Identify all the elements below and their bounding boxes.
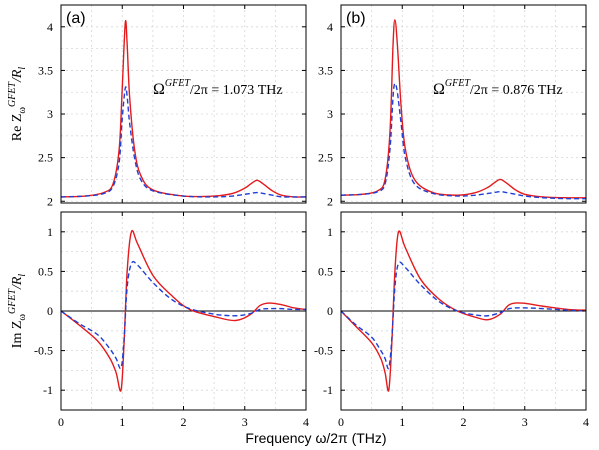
series-line-solid [60,229,307,392]
y-tick-label: 4 [327,20,333,34]
y-tick-label: -1 [43,383,53,397]
x-axis-label: Frequency ω/2π (THz) [245,430,386,446]
y-tick-label: 3 [327,107,333,121]
x-tick-label: 0 [338,415,344,429]
y-tick-label: 0.5 [318,264,333,278]
y-tick-label: -0.5 [314,344,333,358]
x-tick-label: 1 [119,415,125,429]
x-tick-label: 0 [58,415,64,429]
y-tick-label: 3.5 [38,63,53,77]
series-line-dashed [60,86,306,198]
y-tick-label: 2 [327,194,333,208]
plot-frame [340,4,587,204]
y-axis-label: Re ZωGFET/Rl [7,67,28,142]
panel-b-re: 2 2.5 3 3.5 4 (b) ΩGFET/2π = 0.876 THz [318,4,587,208]
y-tick-label: 3 [47,107,53,121]
plot-frame [60,4,307,204]
panel-label: (a) [66,10,86,27]
y-tick-label: 0.5 [38,264,53,278]
annotation-resonance: ΩGFET/2π = 1.073 THz [153,78,283,98]
panel-label: (b) [346,10,366,27]
x-tick-label: 3 [242,415,248,429]
series-line-solid [340,230,587,392]
x-tick-label: 2 [181,415,187,429]
y-tick-label: -1 [323,383,333,397]
y-tick-label: 1 [327,225,333,239]
series-line-solid [60,20,307,198]
series-line-dashed [60,260,307,370]
x-tick-label: 4 [583,415,589,429]
x-tick-label: 1 [399,415,405,429]
y-axis-label: Im ZωGFET/Rl [7,274,28,349]
annotation-resonance: ΩGFET/2π = 0.876 THz [433,78,563,98]
x-tick-label: 4 [303,415,309,429]
y-tick-label: 2.5 [38,151,53,165]
x-tick-label: 3 [522,415,528,429]
series-line-solid [340,19,587,199]
series-line-dashed [340,82,587,200]
y-tick-label: 4 [47,20,53,34]
panel-a-im: -1 -0.5 0 0.5 1 0 1 2 3 4 Im ZωGFET/Rl [7,211,309,429]
y-tick-label: 3.5 [318,63,333,77]
series-line-dashed [340,261,587,370]
y-tick-label: 2.5 [318,151,333,165]
y-tick-label: 1 [47,225,53,239]
panel-b-im: -1 -0.5 0 0.5 1 0 1 2 3 4 [314,211,589,429]
panel-a-re: 2 2.5 3 3.5 4 Re ZωGFET/Rl (a) ΩGFET/2π = 1.073… [7,4,307,208]
y-tick-label: 0 [47,304,53,318]
x-tick-label: 2 [461,415,467,429]
y-tick-label: 2 [47,194,53,208]
y-tick-label: -0.5 [34,344,53,358]
y-tick-label: 0 [327,304,333,318]
